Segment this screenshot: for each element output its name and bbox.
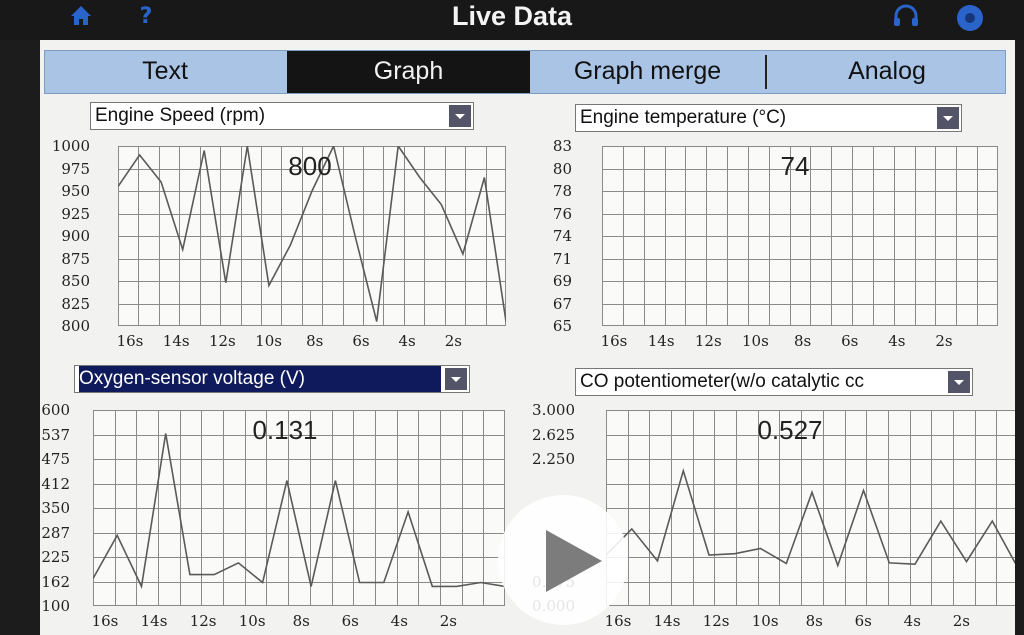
chevron-down-icon[interactable] xyxy=(449,105,471,127)
x-tick-label: 6s xyxy=(341,612,359,630)
y-tick-label: 0.100 xyxy=(40,597,70,615)
x-tick-label: 10s xyxy=(751,612,779,630)
oxygen-sensor-voltage-trace xyxy=(93,433,505,590)
y-tick-label: 78 xyxy=(552,182,572,200)
x-tick-label: 16s xyxy=(116,332,144,350)
oxygen-sensor-voltage-graph xyxy=(93,410,505,606)
x-tick-label: 14s xyxy=(653,612,681,630)
y-tick-label: 0.350 xyxy=(40,499,70,517)
y-tick-label: 80 xyxy=(552,159,572,178)
x-tick-label: 4s xyxy=(903,612,921,630)
view-tabs: Text Graph Graph merge Analog xyxy=(44,50,1006,94)
x-tick-label: 6s xyxy=(841,332,859,350)
settings-icon[interactable] xyxy=(956,4,983,31)
dropdown-label: Engine temperature (°C) xyxy=(580,107,787,128)
y-tick-label: 0.537 xyxy=(40,425,70,444)
x-tick-label: 6s xyxy=(352,332,370,350)
engine-temperature-current-value: 74 xyxy=(780,151,810,181)
dropdown-label: Oxygen-sensor voltage (V) xyxy=(79,366,441,392)
x-tick-label: 16s xyxy=(600,332,628,350)
y-tick-label: 83 xyxy=(552,137,572,155)
y-tick-label: 900 xyxy=(61,227,90,245)
y-tick-label: 3.000 xyxy=(532,401,575,419)
y-tick-label: 0.225 xyxy=(40,548,70,566)
y-tick-label: 0.600 xyxy=(40,401,70,419)
y-tick-label: 2.250 xyxy=(532,450,575,468)
x-tick-label: 12s xyxy=(189,612,217,630)
x-tick-label: 16s xyxy=(91,612,119,630)
y-tick-label: 825 xyxy=(61,294,90,313)
x-tick-label: 2s xyxy=(439,612,457,630)
y-tick-label: 0.287 xyxy=(40,523,70,542)
y-tick-label: 0.412 xyxy=(40,474,70,493)
tab-graph[interactable]: Graph xyxy=(287,51,530,93)
co-potentiometer-graph xyxy=(606,410,1015,606)
y-tick-label: 71 xyxy=(552,249,572,268)
tab-analog[interactable]: Analog xyxy=(848,57,926,85)
x-tick-label: 4s xyxy=(390,612,408,630)
x-tick-label: 8s xyxy=(306,332,324,350)
x-tick-label: 10s xyxy=(238,612,266,630)
y-tick-label: 67 xyxy=(552,294,572,313)
y-tick-label: 69 xyxy=(552,272,572,290)
title-bar: Live Data ? xyxy=(0,0,1024,40)
engine-speed-trace xyxy=(118,146,506,322)
x-tick-label: 8s xyxy=(793,332,812,350)
y-tick-label: 76 xyxy=(552,204,572,223)
y-tick-label: 1000 xyxy=(51,137,90,155)
co-potentiometer-dropdown[interactable]: CO potentiometer(w/o catalytic cc xyxy=(575,368,973,396)
engine-speed-dropdown[interactable]: Engine Speed (rpm) xyxy=(90,102,474,130)
co-potentiometer-trace xyxy=(606,467,1015,568)
y-tick-label: 74 xyxy=(552,227,572,245)
chevron-down-icon[interactable] xyxy=(948,371,970,393)
y-tick-label: 0.162 xyxy=(40,572,70,591)
page-title: Live Data xyxy=(451,1,573,31)
y-tick-label: 925 xyxy=(61,204,90,223)
tab-text[interactable]: Text xyxy=(142,57,188,85)
x-tick-label: 10s xyxy=(255,332,282,350)
x-tick-label: 14s xyxy=(140,612,168,630)
y-tick-label: 850 xyxy=(61,272,90,290)
engine-speed-current-value: 800 xyxy=(288,151,332,181)
x-tick-label: 12s xyxy=(694,332,722,350)
x-tick-label: 4s xyxy=(398,332,416,350)
x-tick-label: 14s xyxy=(162,332,190,350)
engine-temperature-graph xyxy=(602,146,998,326)
x-tick-label: 4s xyxy=(888,332,906,350)
y-tick-label: 0.475 xyxy=(40,450,70,468)
x-tick-label: 16s xyxy=(604,612,632,630)
headset-icon[interactable] xyxy=(893,4,919,30)
y-tick-label: 65 xyxy=(552,317,572,335)
x-tick-label: 12s xyxy=(208,332,236,350)
y-tick-label: 800 xyxy=(61,317,90,335)
x-tick-label: 10s xyxy=(742,332,769,350)
oxygen-sensor-voltage-current-value: 0.131 xyxy=(252,415,318,445)
y-tick-label: 875 xyxy=(61,249,90,268)
x-tick-label: 2s xyxy=(935,332,953,350)
x-tick-label: 12s xyxy=(702,612,730,630)
engine-temperature-dropdown[interactable]: Engine temperature (°C) xyxy=(575,104,962,132)
live-data-screen: Text Graph Graph merge Analog Engine Spe… xyxy=(40,40,1015,635)
chevron-down-icon[interactable] xyxy=(445,368,467,390)
x-tick-label: 6s xyxy=(854,612,872,630)
x-tick-label: 2s xyxy=(444,332,462,350)
y-tick-label: 2.625 xyxy=(532,425,575,444)
tab-graph-merge[interactable]: Graph merge xyxy=(573,57,722,85)
play-button[interactable] xyxy=(498,495,628,625)
chevron-down-icon[interactable] xyxy=(937,107,959,129)
x-tick-label: 8s xyxy=(292,612,310,630)
x-tick-label: 2s xyxy=(952,612,970,630)
tab-divider xyxy=(765,55,767,89)
oxygen-sensor-dropdown[interactable]: Oxygen-sensor voltage (V) xyxy=(74,365,470,393)
x-tick-label: 8s xyxy=(805,612,823,630)
y-tick-label: 950 xyxy=(61,182,90,200)
help-icon[interactable]: ? xyxy=(139,4,153,29)
home-icon[interactable] xyxy=(68,4,94,30)
dropdown-label: Engine Speed (rpm) xyxy=(95,105,266,126)
dropdown-label: CO potentiometer(w/o catalytic cc xyxy=(580,371,865,392)
y-tick-label: 975 xyxy=(61,159,90,178)
x-tick-label: 14s xyxy=(647,332,675,350)
co-potentiometer-current-value: 0.527 xyxy=(757,415,823,445)
engine-speed-graph xyxy=(118,146,506,326)
